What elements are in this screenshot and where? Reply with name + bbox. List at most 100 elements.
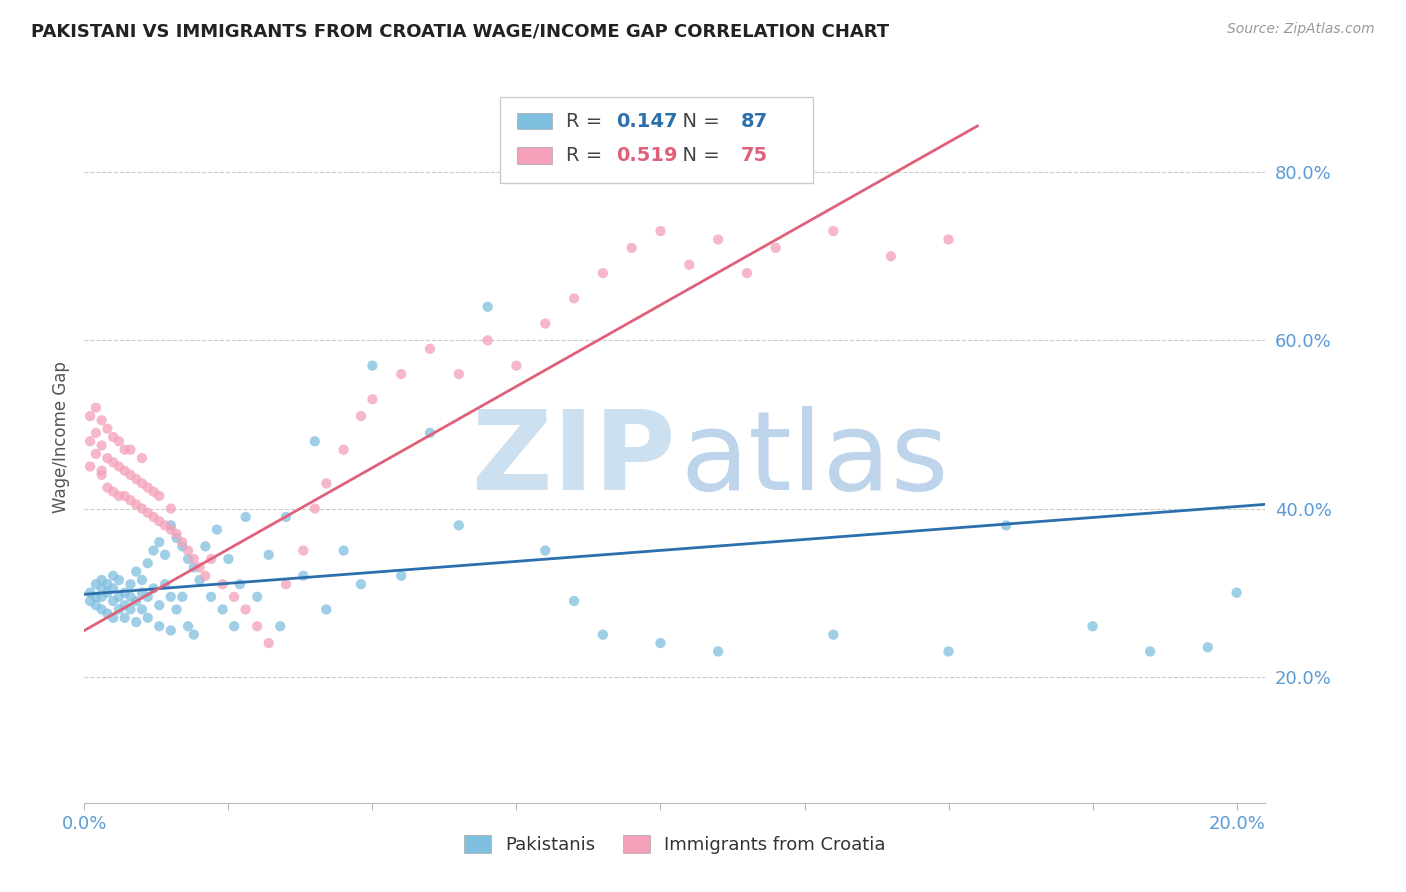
Point [419, 342, 441, 356]
Point [159, 624, 181, 638]
Point [304, 501, 326, 516]
Point [131, 585, 153, 599]
Point [114, 599, 136, 613]
Text: atlas: atlas [681, 406, 949, 513]
Point [101, 430, 124, 444]
Point [142, 543, 165, 558]
Point [84, 590, 107, 604]
Point [159, 518, 181, 533]
Point [880, 249, 903, 263]
Point [1139, 644, 1161, 658]
Point [183, 627, 205, 641]
Point [274, 577, 297, 591]
Point [90, 467, 112, 482]
Point [562, 291, 585, 305]
Point [153, 548, 176, 562]
Point [159, 590, 181, 604]
Point [678, 258, 700, 272]
Point [108, 602, 131, 616]
Point [534, 317, 557, 331]
Point [620, 241, 643, 255]
Point [269, 619, 291, 633]
Point [159, 501, 181, 516]
Point [125, 497, 148, 511]
Point [148, 514, 170, 528]
Point [217, 552, 239, 566]
Point [1226, 585, 1249, 599]
Point [96, 607, 118, 621]
Point [108, 459, 131, 474]
Point [246, 619, 269, 633]
Point [101, 569, 124, 583]
Point [332, 442, 354, 457]
Text: PAKISTANI VS IMMIGRANTS FROM CROATIA WAGE/INCOME GAP CORRELATION CHART: PAKISTANI VS IMMIGRANTS FROM CROATIA WAG… [31, 22, 889, 40]
Point [96, 451, 118, 466]
Point [101, 594, 124, 608]
Point [90, 573, 112, 587]
Point [136, 506, 159, 520]
Point [79, 459, 101, 474]
Point [447, 518, 470, 533]
Point [361, 392, 384, 407]
Point [419, 425, 441, 440]
Point [995, 518, 1018, 533]
Point [108, 590, 131, 604]
Point [142, 484, 165, 499]
Point [229, 577, 252, 591]
Point [389, 367, 412, 381]
Point [148, 599, 170, 613]
Point [735, 266, 758, 280]
Point [534, 543, 557, 558]
Point [131, 476, 153, 491]
Point [84, 401, 107, 415]
Point [224, 619, 246, 633]
Point [108, 434, 131, 449]
Point [477, 300, 499, 314]
Point [172, 540, 194, 554]
Point [101, 582, 124, 596]
Point [96, 481, 118, 495]
Point [108, 573, 131, 587]
Point [131, 602, 153, 616]
Point [136, 611, 159, 625]
Point [172, 535, 194, 549]
Point [315, 602, 337, 616]
Point [200, 552, 222, 566]
Point [332, 543, 354, 558]
Point [136, 481, 159, 495]
Y-axis label: Wage/Income Gap: Wage/Income Gap [52, 361, 70, 513]
Point [90, 582, 112, 596]
Point [101, 611, 124, 625]
Point [90, 438, 112, 452]
Point [183, 560, 205, 574]
Point [142, 582, 165, 596]
Point [120, 602, 142, 616]
Point [224, 590, 246, 604]
Point [114, 464, 136, 478]
Point [166, 526, 188, 541]
Point [188, 560, 211, 574]
Point [592, 266, 614, 280]
Point [315, 476, 337, 491]
Text: 0.147: 0.147 [616, 112, 678, 130]
Point [136, 590, 159, 604]
Point [84, 447, 107, 461]
Point [120, 442, 142, 457]
Point [125, 565, 148, 579]
Point [84, 599, 107, 613]
Point [200, 590, 222, 604]
Point [350, 577, 373, 591]
Point [153, 577, 176, 591]
Point [823, 224, 845, 238]
Point [125, 472, 148, 486]
Point [166, 531, 188, 545]
Point [125, 615, 148, 629]
Legend: Pakistanis, Immigrants from Croatia: Pakistanis, Immigrants from Croatia [456, 826, 894, 863]
Point [79, 585, 101, 599]
Point [211, 577, 233, 591]
Point [292, 569, 315, 583]
Point [650, 636, 672, 650]
Point [120, 577, 142, 591]
Bar [516, 147, 553, 163]
Point [350, 409, 373, 423]
